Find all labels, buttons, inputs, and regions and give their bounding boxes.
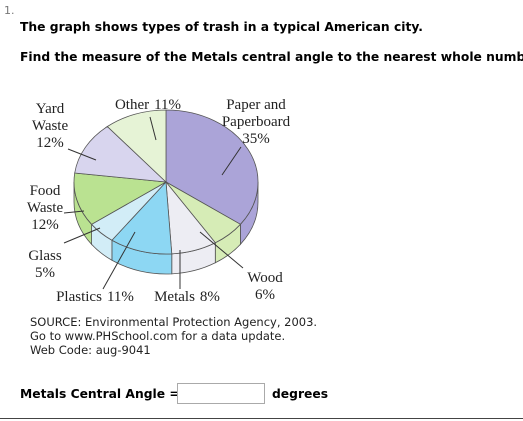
answer-unit: degrees (272, 387, 329, 401)
leader-line (63, 210, 85, 214)
value-label: 5% (35, 265, 55, 281)
divider (0, 418, 523, 419)
answer-label: Metals Central Angle = (20, 387, 180, 401)
slice-label: Other 11% (108, 97, 188, 114)
answer-input[interactable] (177, 383, 265, 404)
value-label: 12% (36, 135, 64, 151)
category-name: Other (114, 97, 150, 113)
category-name: Wood (247, 270, 283, 286)
value-label: 8% (199, 289, 220, 305)
source-line: SOURCE: Environmental Protection Agency,… (30, 315, 318, 329)
slice-label: Glass 5% (20, 248, 70, 282)
value-label: 6% (255, 287, 275, 303)
category-name: Paper and Paperboard (221, 97, 291, 130)
slice (165, 109, 259, 225)
leader-line (221, 146, 242, 176)
slice-label: Yard Waste 12% (22, 101, 78, 152)
source-line: Web Code: aug-9041 (30, 343, 151, 357)
category-name: Plastics (56, 289, 102, 305)
value-label: 11% (154, 97, 182, 113)
slice (74, 126, 168, 183)
question-text: The graph shows types of trash in a typi… (20, 20, 423, 34)
value-label: 11% (106, 289, 134, 305)
category-name: Food Waste (26, 183, 64, 216)
slice-label: Wood 6% (240, 270, 290, 304)
slice (106, 109, 167, 183)
leader-line (102, 231, 136, 290)
slice-label: Paper and Paperboard 35% (210, 97, 302, 148)
leader-line (67, 148, 97, 161)
value-label: 12% (31, 217, 59, 233)
slice (73, 172, 168, 225)
leader-line (199, 231, 244, 269)
slice-label: Plastics 11% (50, 289, 140, 306)
slice-label: Food Waste 12% (18, 183, 72, 234)
leader-line (63, 227, 101, 244)
source-line: Go to www.PHSchool.com for a data update… (30, 329, 286, 343)
category-name: Glass (28, 248, 62, 264)
leader-line (149, 116, 157, 141)
value-label: 35% (242, 131, 270, 147)
question-number: 1. (4, 4, 15, 17)
question-text: Find the measure of the Metals central a… (20, 50, 523, 64)
category-name: Metals (154, 289, 195, 305)
slice-label: Metals 8% (147, 289, 227, 306)
category-name: Yard Waste (31, 101, 69, 134)
